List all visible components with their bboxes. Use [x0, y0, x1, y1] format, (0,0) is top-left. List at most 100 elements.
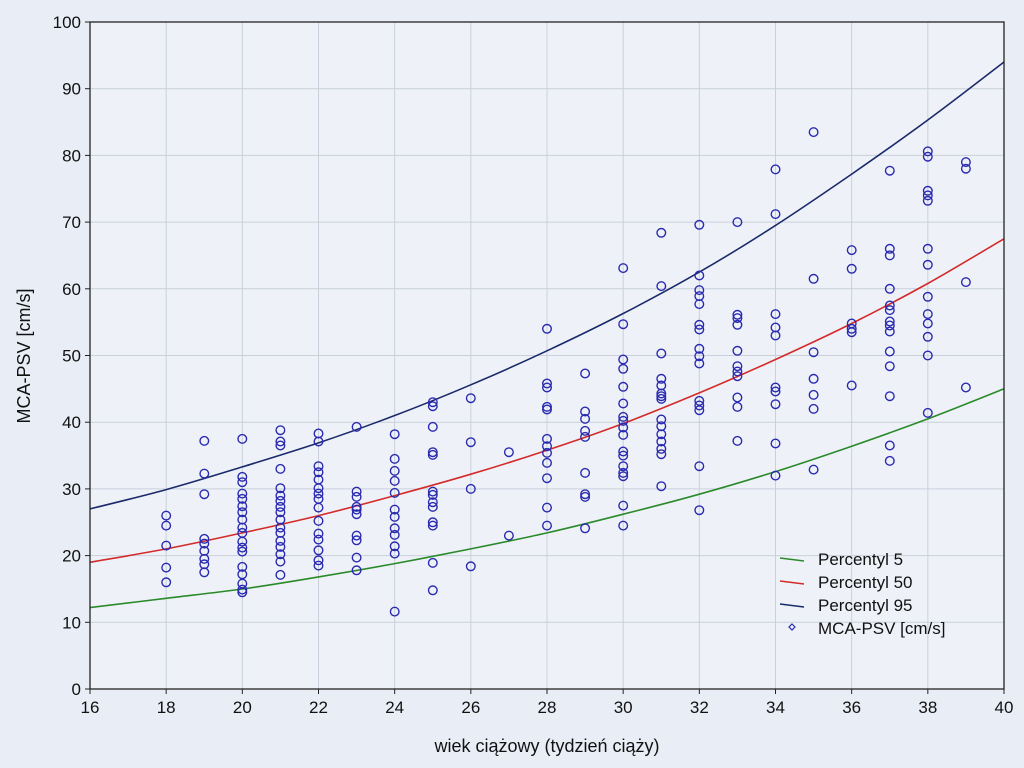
- x-tick-label: 30: [614, 698, 633, 717]
- legend-swatch: [779, 603, 805, 608]
- data-point: [542, 473, 553, 484]
- data-point: [618, 398, 629, 409]
- data-point: [465, 561, 476, 572]
- y-axis-title: MCA-PSV [cm/s]: [14, 288, 34, 423]
- data-point: [846, 245, 857, 256]
- legend-swatch: [779, 580, 805, 585]
- data-point: [808, 127, 819, 138]
- data-point: [351, 501, 362, 512]
- data-point: [389, 548, 400, 559]
- data-point: [237, 471, 248, 482]
- legend: Percentyl 5 Percentyl 50 Percentyl 95 MCA-P…: [779, 550, 946, 638]
- data-point: [960, 382, 971, 393]
- data-point: [427, 497, 438, 508]
- data-point: [618, 422, 629, 433]
- data-point: [161, 562, 172, 573]
- data-point: [580, 491, 591, 502]
- data-point: [618, 450, 629, 461]
- data-points: [161, 127, 971, 617]
- data-point: [732, 435, 743, 446]
- data-point: [275, 495, 286, 506]
- data-point: [656, 481, 667, 492]
- x-tick-label: 34: [766, 698, 785, 717]
- series-line-percentyl-5: [89, 388, 1005, 609]
- data-point: [846, 323, 857, 334]
- data-point: [580, 368, 591, 379]
- data-point: [389, 529, 400, 540]
- data-point: [351, 552, 362, 563]
- data-point: [542, 457, 553, 468]
- data-point: [275, 463, 286, 474]
- data-point: [465, 393, 476, 404]
- data-point: [237, 522, 248, 533]
- data-point: [427, 520, 438, 531]
- data-point: [389, 487, 400, 498]
- data-point: [351, 565, 362, 576]
- x-axis: 16 18 20 22 24 26 28 30 32 34 36 38 40: [81, 689, 1014, 717]
- data-point: [770, 164, 781, 175]
- y-axis: 0 10 20 30 40 50 60 70 80 90 100: [53, 13, 90, 699]
- data-point: [389, 523, 400, 534]
- data-point: [427, 486, 438, 497]
- data-point: [389, 429, 400, 440]
- data-point: [656, 449, 667, 460]
- y-tick-label: 90: [62, 80, 81, 99]
- x-tick-label: 16: [81, 698, 100, 717]
- data-point: [694, 405, 705, 416]
- y-tick-label: 40: [62, 413, 81, 432]
- data-point: [237, 542, 248, 553]
- data-point: [351, 486, 362, 497]
- data-point: [237, 477, 248, 488]
- data-point: [275, 541, 286, 552]
- data-point: [427, 401, 438, 412]
- data-point: [199, 553, 210, 564]
- data-point: [503, 447, 514, 458]
- data-point: [846, 263, 857, 274]
- data-point: [427, 517, 438, 528]
- data-point: [237, 587, 248, 598]
- data-point: [694, 343, 705, 354]
- legend-label: Percentyl 5: [818, 550, 903, 569]
- data-point: [960, 277, 971, 288]
- data-point: [732, 371, 743, 382]
- data-point: [922, 291, 933, 302]
- data-point: [922, 350, 933, 361]
- y-tick-label: 0: [72, 680, 81, 699]
- data-point: [427, 501, 438, 512]
- data-point: [580, 489, 591, 500]
- data-point: [313, 502, 324, 513]
- data-point: [656, 388, 667, 399]
- x-tick-label: 20: [233, 698, 252, 717]
- data-point: [656, 391, 667, 402]
- data-point: [618, 500, 629, 511]
- data-point: [732, 313, 743, 324]
- data-point: [694, 505, 705, 516]
- data-point: [884, 391, 895, 402]
- x-tick-label: 22: [309, 698, 328, 717]
- data-point: [884, 250, 895, 261]
- legend-label: MCA-PSV [cm/s]: [818, 619, 946, 638]
- y-tick-label: 60: [62, 280, 81, 299]
- y-tick-label: 70: [62, 213, 81, 232]
- data-point: [884, 316, 895, 327]
- data-point: [237, 488, 248, 499]
- data-point: [884, 346, 895, 357]
- data-point: [161, 520, 172, 531]
- data-point: [770, 438, 781, 449]
- data-point: [618, 319, 629, 330]
- x-tick-label: 40: [995, 698, 1014, 717]
- data-point: [275, 556, 286, 567]
- data-point: [618, 263, 629, 274]
- data-point: [922, 195, 933, 206]
- data-point: [275, 535, 286, 546]
- data-point: [542, 401, 553, 412]
- data-point: [313, 534, 324, 545]
- data-point: [351, 491, 362, 502]
- data-point: [884, 326, 895, 337]
- x-tick-label: 24: [385, 698, 404, 717]
- data-point: [275, 569, 286, 580]
- legend-label: Percentyl 95: [818, 596, 913, 615]
- data-point: [694, 400, 705, 411]
- data-point: [465, 437, 476, 448]
- data-point: [199, 489, 210, 500]
